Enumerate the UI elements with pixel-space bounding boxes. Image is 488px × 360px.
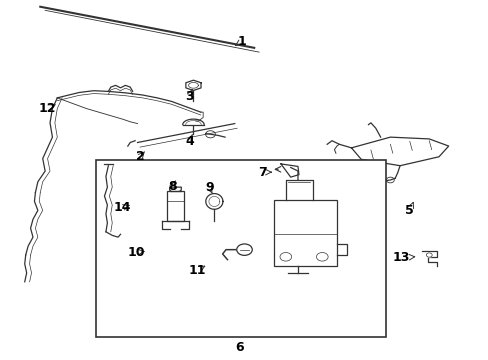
Bar: [166, 191, 184, 221]
Text: 13: 13: [391, 251, 409, 264]
Text: 5: 5: [405, 204, 413, 217]
Text: 6: 6: [235, 341, 244, 354]
Text: 11: 11: [188, 264, 205, 276]
Polygon shape: [351, 137, 448, 166]
Text: 9: 9: [205, 181, 213, 194]
Text: 14: 14: [113, 201, 130, 214]
Circle shape: [426, 253, 431, 257]
Bar: [273, 200, 336, 266]
Polygon shape: [421, 251, 436, 266]
Text: 12: 12: [39, 102, 56, 115]
Text: 1: 1: [237, 35, 246, 48]
Bar: [96, 160, 385, 337]
Polygon shape: [281, 164, 298, 177]
Text: 8: 8: [168, 180, 177, 193]
Circle shape: [236, 244, 252, 255]
Text: 3: 3: [185, 90, 193, 103]
Text: 4: 4: [185, 135, 194, 148]
Text: 10: 10: [127, 246, 145, 258]
Text: 7: 7: [258, 166, 267, 179]
Text: 2: 2: [135, 150, 144, 163]
